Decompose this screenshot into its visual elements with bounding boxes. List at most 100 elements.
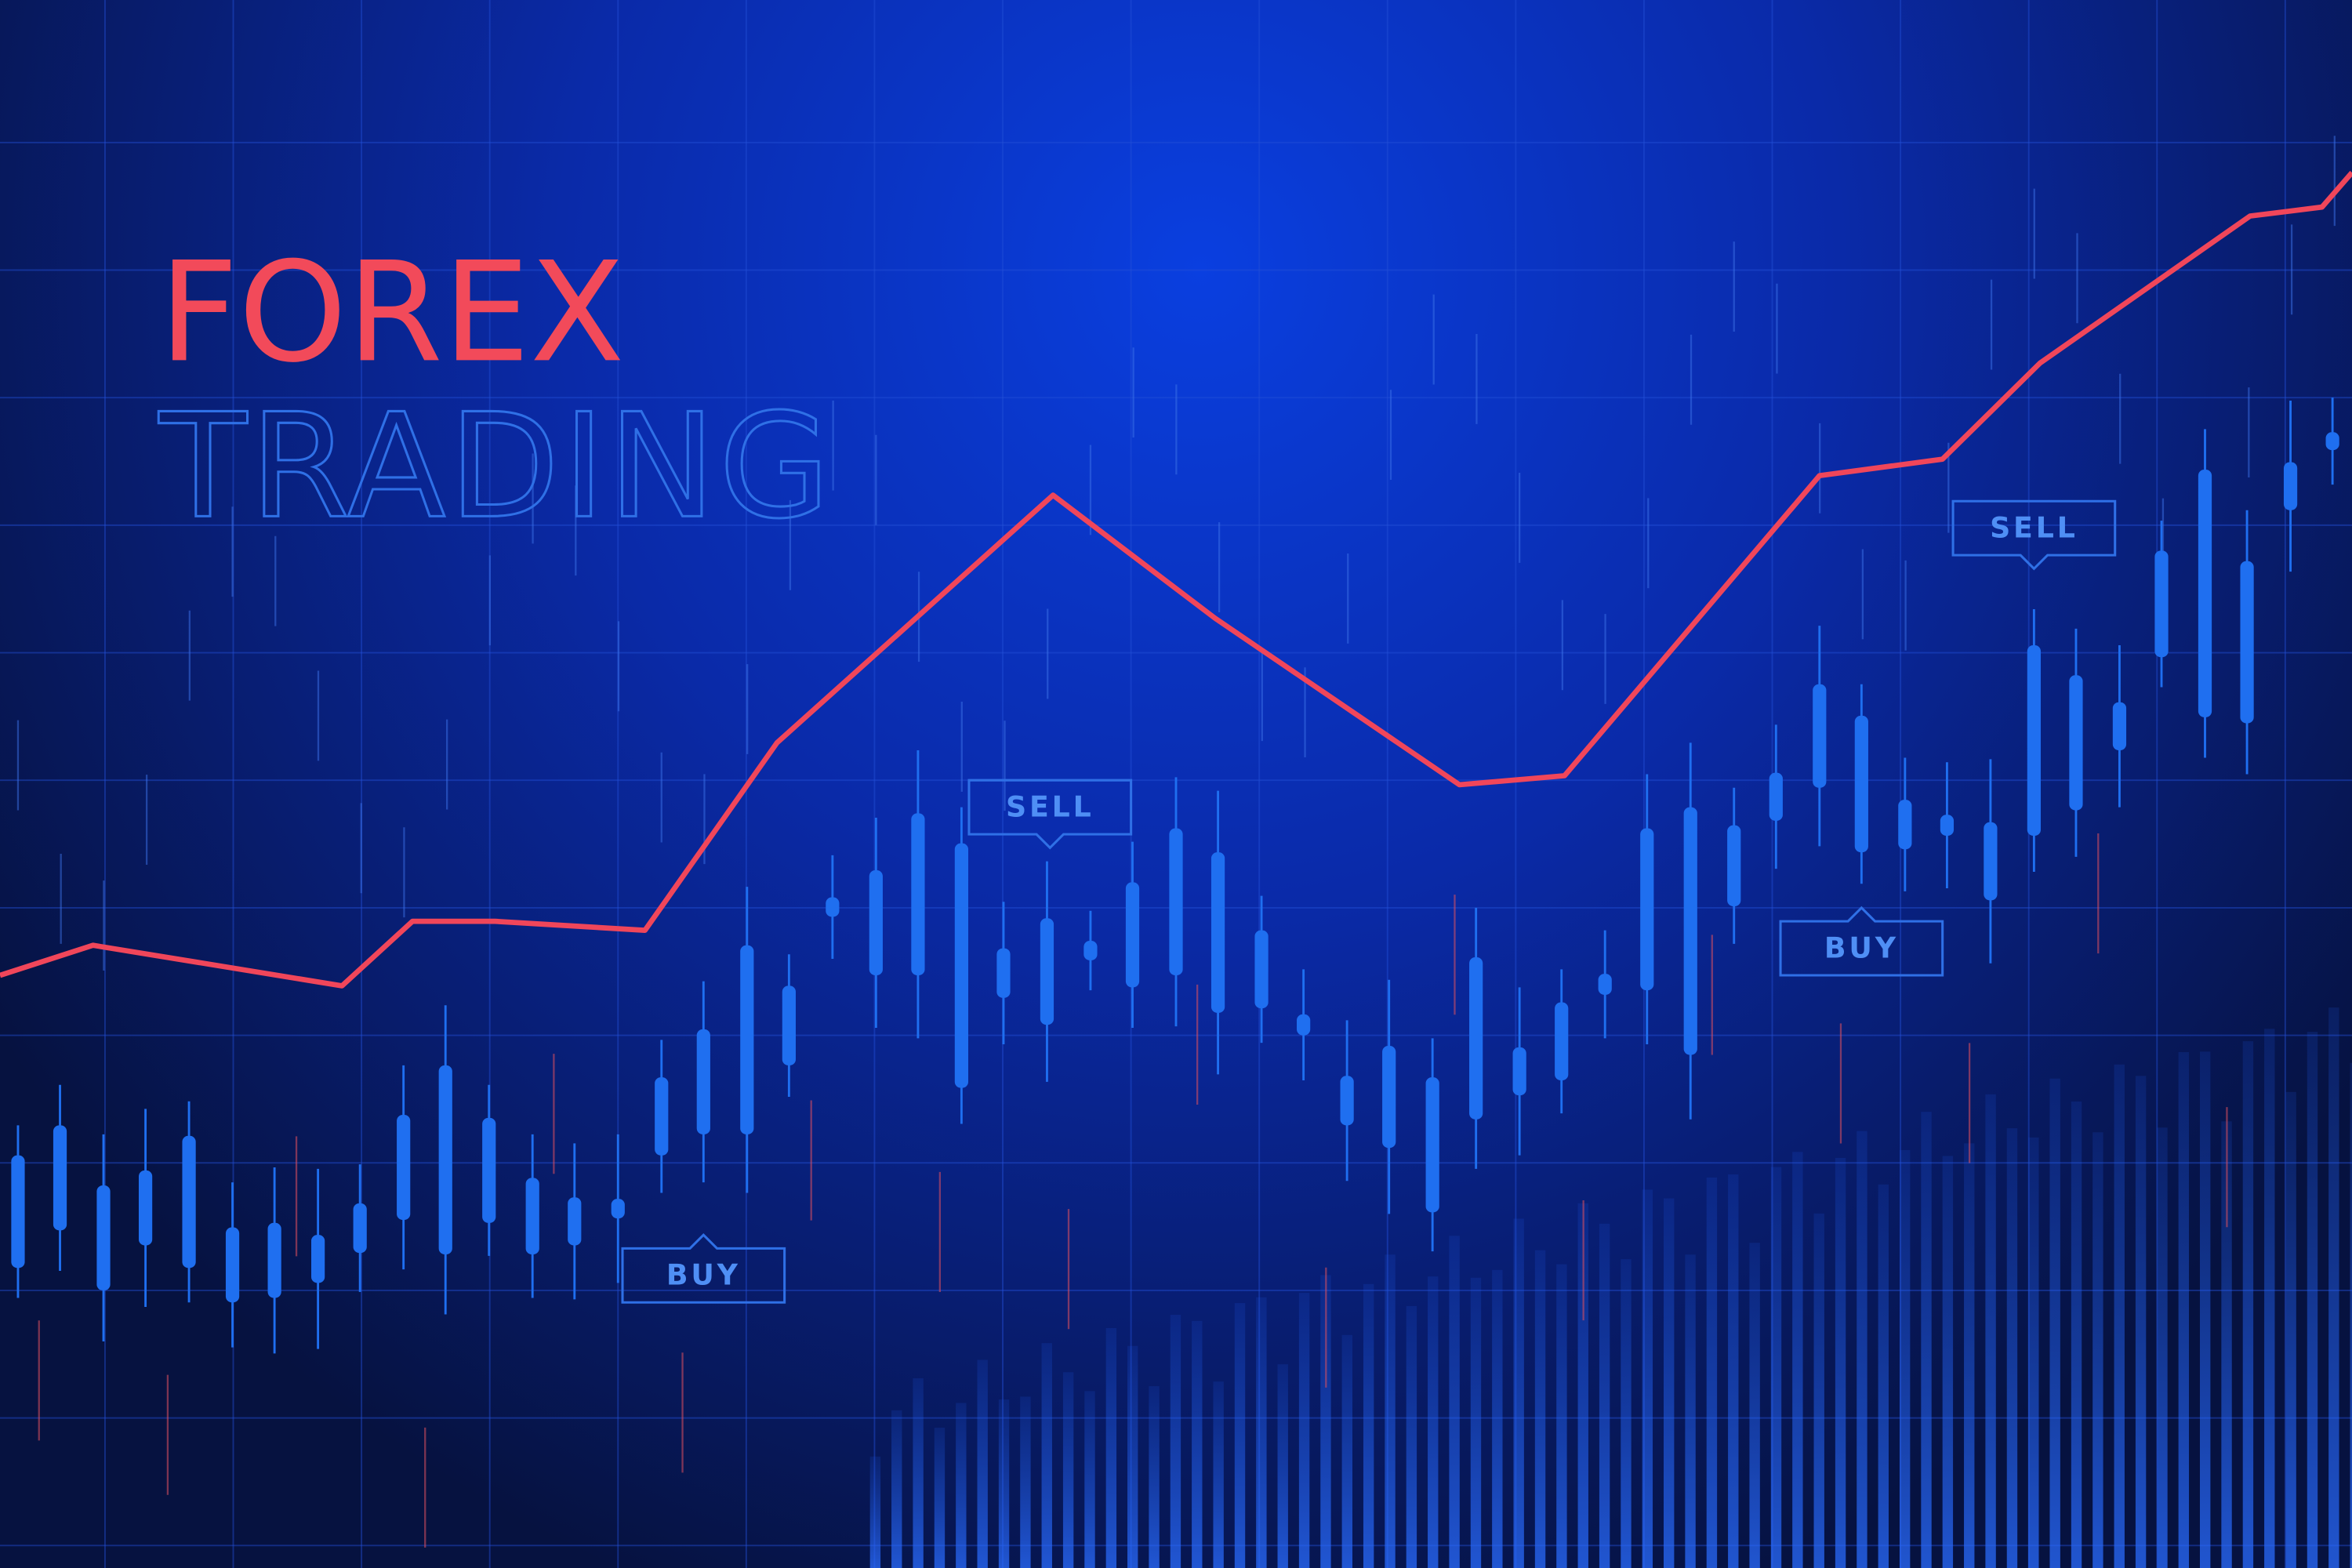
candle-body xyxy=(611,1199,625,1219)
candle-body xyxy=(740,945,754,1134)
volume-bar xyxy=(1728,1174,1739,1568)
trend-line xyxy=(0,170,2352,989)
candle-body xyxy=(1340,1076,1354,1126)
candle-body xyxy=(1210,852,1225,1013)
tag-box xyxy=(1951,499,2117,571)
tag-label: SELL xyxy=(1990,511,2078,545)
volume-bar xyxy=(1835,1157,1846,1568)
volume-bar xyxy=(2071,1101,2082,1568)
tag-label: BUY xyxy=(666,1258,741,1292)
volume-bar xyxy=(998,1399,1010,1568)
volume-bar xyxy=(1385,1254,1396,1568)
volume-bar xyxy=(1513,1218,1524,1568)
volume-bar xyxy=(1277,1364,1288,1568)
candle-body xyxy=(1940,815,1955,837)
volume-bar xyxy=(1792,1152,1803,1568)
tags: SELL BUY BUY SELL xyxy=(621,499,2117,1304)
volume-bar xyxy=(1234,1303,1246,1568)
volume-bar xyxy=(1256,1297,1267,1568)
candle-body xyxy=(826,897,840,917)
candle-body xyxy=(1555,1002,1569,1080)
candle-body xyxy=(2198,470,2212,717)
candle-body xyxy=(996,948,1011,998)
volume-bar xyxy=(1577,1203,1588,1568)
candlesticks xyxy=(11,397,2339,1354)
candle-body xyxy=(1169,828,1183,976)
candle-body xyxy=(1984,822,1998,901)
volume-bar xyxy=(2006,1128,2018,1568)
volume-bar xyxy=(1192,1320,1203,1568)
candle-body xyxy=(1469,957,1483,1120)
volume-bar xyxy=(1320,1275,1331,1568)
candle-body xyxy=(2027,644,2041,837)
candle-body xyxy=(1425,1077,1439,1213)
tag-label: SELL xyxy=(1006,790,1094,824)
candle-body xyxy=(182,1135,196,1269)
title: FOREX xyxy=(159,232,625,393)
volume-bar xyxy=(1084,1391,1095,1568)
candle-body xyxy=(1254,930,1269,1009)
candle-body xyxy=(1125,882,1140,988)
volume-bar xyxy=(1985,1094,1996,1568)
volume-bar xyxy=(1470,1277,1482,1568)
candle-body xyxy=(1512,1047,1526,1096)
volume-bar xyxy=(1556,1264,1567,1568)
candle-body xyxy=(2283,462,2298,510)
candle-body xyxy=(1854,715,1868,853)
candle-body xyxy=(311,1235,325,1283)
volume-bar xyxy=(2114,1064,2125,1568)
volume-bars xyxy=(869,1007,2352,1568)
candle-body xyxy=(911,813,925,976)
volume-bar xyxy=(1149,1386,1160,1568)
candle-body xyxy=(2325,432,2339,451)
volume-bar xyxy=(1020,1396,1031,1568)
candle-body xyxy=(53,1125,67,1231)
volume-bar xyxy=(1127,1345,1138,1568)
volume-bar xyxy=(891,1410,902,1568)
volume-bar xyxy=(1428,1276,1439,1568)
volume-bar xyxy=(1706,1177,1718,1568)
volume-bar xyxy=(1878,1184,1889,1568)
subtitle: TRADING xyxy=(158,383,833,550)
volume-bar xyxy=(913,1378,924,1568)
volume-bar xyxy=(2199,1051,2211,1568)
volume-bar xyxy=(869,1456,881,1568)
candle-body xyxy=(2069,675,2083,811)
tag-box xyxy=(621,1232,786,1304)
volume-bar xyxy=(2028,1137,2039,1568)
volume-bar xyxy=(1449,1236,1460,1568)
volume-bar xyxy=(1899,1149,1911,1568)
volume-bar xyxy=(1363,1283,1374,1568)
volume-bar xyxy=(1599,1223,1610,1568)
volume-bar xyxy=(2178,1051,2190,1568)
volume-bar xyxy=(2264,1029,2275,1568)
volume-bar xyxy=(1298,1293,1310,1568)
volume-bar xyxy=(1770,1167,1782,1568)
candle-body xyxy=(96,1185,111,1290)
volume-bar xyxy=(956,1403,967,1568)
candle-body xyxy=(482,1117,496,1223)
volume-bar xyxy=(2092,1132,2103,1568)
volume-bar xyxy=(1921,1112,1932,1568)
volume-bar xyxy=(2221,1121,2232,1568)
volume-bar xyxy=(2242,1041,2254,1568)
volume-bar xyxy=(2285,1091,2296,1568)
volume-bar xyxy=(1170,1315,1181,1568)
candle-body xyxy=(525,1178,539,1254)
candle-body xyxy=(696,1029,710,1134)
volume-bar xyxy=(1492,1269,1503,1568)
candle-body xyxy=(2154,550,2169,658)
volume-bar xyxy=(1685,1254,1696,1568)
candle-body xyxy=(655,1077,669,1156)
candle-body xyxy=(1813,684,1827,788)
candle-body xyxy=(138,1170,153,1246)
candle-body xyxy=(2112,702,2127,750)
candle-body xyxy=(438,1065,452,1254)
volume-bar xyxy=(1642,1189,1653,1568)
candle-body xyxy=(1598,974,1612,995)
tag-box xyxy=(967,779,1133,850)
background-wicks xyxy=(16,136,2336,1548)
volume-bar xyxy=(1749,1243,1760,1568)
volume-bar xyxy=(1534,1250,1546,1568)
